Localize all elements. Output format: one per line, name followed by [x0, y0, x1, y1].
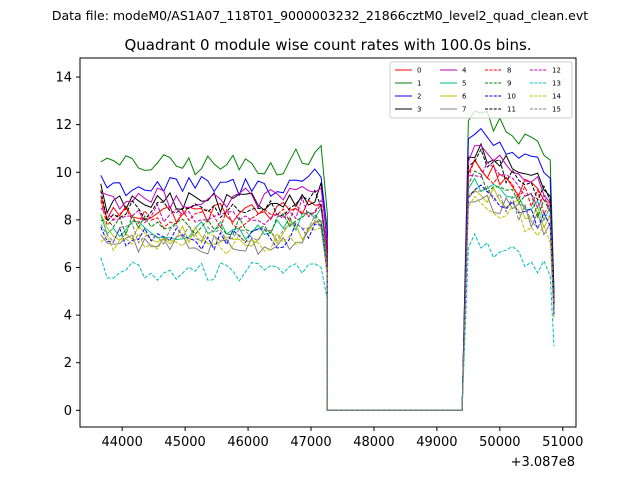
series-line-12	[100, 161, 555, 411]
x-offset-label: +3.087e8	[511, 455, 575, 470]
y-tick-label: 14	[55, 71, 72, 86]
legend-label-10: 10	[507, 93, 516, 101]
series-line-0	[100, 159, 555, 411]
legend-label-12: 12	[552, 67, 561, 75]
y-tick-label: 0	[64, 404, 72, 419]
series-line-8	[100, 158, 555, 411]
series-line-7	[100, 194, 555, 411]
y-tick-label: 12	[55, 118, 72, 133]
y-tick-label: 2	[64, 356, 72, 371]
y-tick-label: 8	[64, 213, 72, 228]
legend-label-8: 8	[507, 67, 511, 75]
legend-label-5: 5	[462, 80, 466, 88]
x-tick-label: 47000	[290, 435, 331, 450]
series-line-6	[100, 186, 555, 411]
y-tick-label: 4	[64, 309, 72, 324]
y-axis: 0 2 4 6 8 10 12 14	[55, 71, 80, 419]
series-line-15	[100, 185, 555, 411]
chart-supertitle: Data file: modeM0/AS1A07_118T01_90000032…	[52, 8, 588, 23]
series-line-9	[100, 170, 555, 411]
legend-label-1: 1	[417, 80, 421, 88]
legend-label-4: 4	[462, 67, 467, 75]
legend-label-9: 9	[507, 80, 511, 88]
x-tick-label: 46000	[227, 435, 268, 450]
legend-label-2: 2	[417, 93, 421, 101]
x-tick-label: 50000	[479, 435, 520, 450]
series-line-14	[100, 195, 555, 411]
x-tick-label: 49000	[416, 435, 457, 450]
x-tick-label: 45000	[164, 435, 205, 450]
x-axis: 44000 45000 46000 47000 48000 49000 50000 51000	[101, 427, 583, 450]
legend-label-0: 0	[417, 67, 421, 75]
series-layer	[100, 110, 555, 411]
legend-label-14: 14	[552, 93, 561, 101]
legend-label-6: 6	[462, 93, 467, 101]
y-tick-label: 10	[55, 166, 72, 181]
x-tick-label: 51000	[542, 435, 583, 450]
legend-label-15: 15	[552, 106, 561, 114]
series-line-13	[100, 232, 555, 411]
series-line-10	[100, 184, 555, 411]
series-line-4	[100, 144, 555, 411]
legend-label-7: 7	[462, 106, 466, 114]
legend-label-13: 13	[552, 80, 561, 88]
legend-label-3: 3	[417, 106, 421, 114]
plot-frame	[79, 57, 577, 428]
series-line-3	[100, 142, 555, 411]
legend-frame	[389, 61, 573, 119]
series-line-2	[100, 127, 555, 411]
legend-label-11: 11	[507, 106, 516, 114]
x-tick-label: 44000	[101, 435, 142, 450]
series-line-11	[100, 148, 555, 411]
x-tick-label: 48000	[353, 435, 394, 450]
y-tick-label: 6	[64, 261, 72, 276]
chart-title: Quadrant 0 module wise count rates with …	[124, 36, 531, 54]
series-line-1	[100, 110, 555, 411]
